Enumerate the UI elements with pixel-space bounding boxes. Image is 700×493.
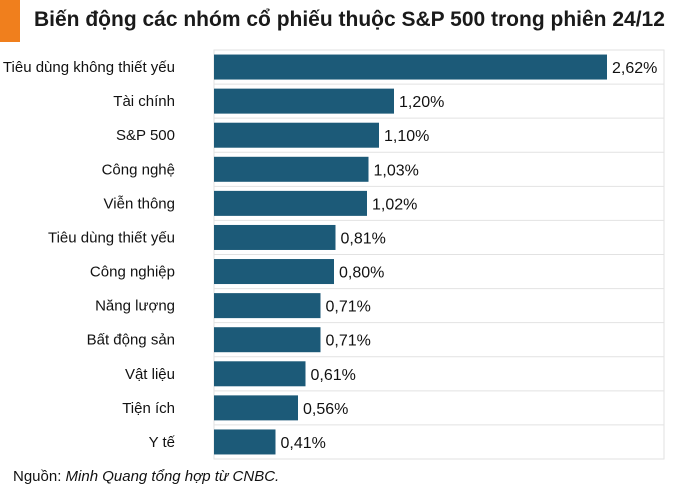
chart-title: Biến động các nhóm cổ phiếu thuộc S&P 50… xyxy=(34,8,665,31)
category-label: Vật liệu xyxy=(125,366,175,383)
value-label: 1,20% xyxy=(399,94,444,111)
value-label: 1,03% xyxy=(374,162,419,179)
category-label: Y tế xyxy=(149,434,176,451)
category-label: S&P 500 xyxy=(116,127,175,144)
category-label: Năng lượng xyxy=(95,298,175,315)
bar xyxy=(214,122,379,148)
category-label: Tiện ích xyxy=(122,400,175,417)
value-label: 1,02% xyxy=(372,196,417,213)
category-label: Công nghiệp xyxy=(90,264,175,281)
bar xyxy=(214,259,334,285)
value-label: 1,10% xyxy=(384,128,429,145)
value-label: 0,61% xyxy=(311,367,356,384)
bar xyxy=(214,429,276,455)
bar xyxy=(214,293,321,319)
category-label: Bất động sản xyxy=(87,332,175,349)
value-label: 0,41% xyxy=(281,435,326,452)
source-prefix: Nguồn: xyxy=(13,468,62,485)
bar xyxy=(214,361,306,387)
category-label: Tiêu dùng không thiết yếu xyxy=(3,59,175,76)
category-label: Viễn thông xyxy=(104,195,175,212)
category-label: Tài chính xyxy=(113,93,175,110)
value-label: 2,62% xyxy=(612,60,657,77)
bar xyxy=(214,190,367,216)
bar xyxy=(214,224,336,250)
value-label: 0,56% xyxy=(303,401,348,418)
source-note: Nguồn: Minh Quang tổng hợp từ CNBC. xyxy=(13,468,279,485)
category-label: Tiêu dùng thiết yếu xyxy=(48,229,175,246)
bar xyxy=(214,327,321,353)
title-accent-bar xyxy=(0,0,20,42)
bar xyxy=(214,88,394,114)
category-label: Công nghệ xyxy=(102,161,175,178)
value-label: 0,81% xyxy=(341,230,386,247)
source-text: Minh Quang tổng hợp từ CNBC. xyxy=(65,468,280,485)
bar xyxy=(214,54,607,80)
value-label: 0,80% xyxy=(339,265,384,282)
value-label: 0,71% xyxy=(326,299,371,316)
bar xyxy=(214,156,369,182)
value-label: 0,71% xyxy=(326,333,371,350)
bar xyxy=(214,395,298,421)
